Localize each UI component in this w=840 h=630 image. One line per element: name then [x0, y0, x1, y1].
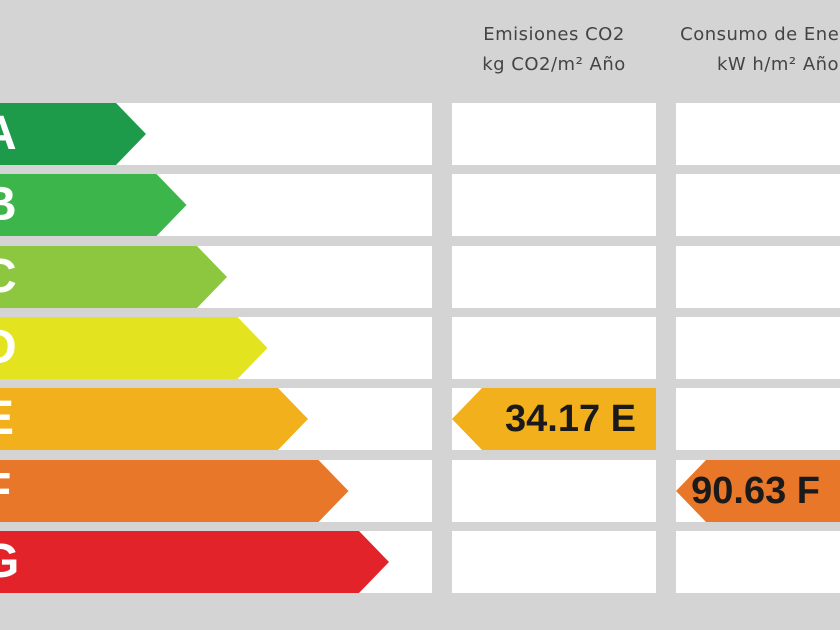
consumption-cell	[676, 317, 840, 379]
consumption-rating-arrow-value: 90.63 F	[691, 470, 820, 512]
emissions-rating-arrow-value: 34.17 E	[505, 398, 636, 440]
energy-class-band-b: B	[0, 174, 187, 236]
emissions-cell	[452, 531, 656, 593]
consumption-cell	[676, 246, 840, 308]
emissions-cell	[452, 174, 656, 236]
emissions-header-title: Emisiones CO2	[483, 24, 625, 45]
emissions-cell	[452, 317, 656, 379]
energy-class-band-e: E	[0, 388, 308, 450]
energy-class-band-c: C	[0, 246, 227, 308]
emissions-cell	[452, 460, 656, 522]
emissions-rating-arrow: 34.17 E	[452, 388, 656, 450]
energy-class-letter: D	[0, 321, 17, 374]
energy-class-letter: E	[0, 392, 14, 445]
energy-class-band-f: F	[0, 460, 349, 522]
energy-class-letter: C	[0, 250, 17, 303]
consumption-header-unit: kW h/m² Año	[716, 54, 840, 75]
consumption-rating-arrow: 90.63 F	[676, 460, 840, 522]
consumption-cell	[676, 174, 840, 236]
energy-class-band-g: G	[0, 531, 389, 593]
consumption-header-title: Consumo de Energía	[680, 24, 840, 45]
consumption-cell	[676, 531, 840, 593]
energy-class-band-a: A	[0, 103, 146, 165]
consumption-header: Consumo de Energía kW h/m² Año	[668, 20, 840, 80]
emissions-header: Emisiones CO2 kg CO2/m² Año	[452, 20, 656, 80]
energy-class-letter: G	[0, 535, 20, 588]
energy-class-letter: F	[0, 464, 11, 517]
energy-class-letter: A	[0, 107, 17, 160]
consumption-cell	[676, 388, 840, 450]
consumption-cell	[676, 103, 840, 165]
emissions-header-unit: kg CO2/m² Año	[482, 54, 626, 75]
energy-class-letter: B	[0, 178, 17, 231]
emissions-cell	[452, 103, 656, 165]
emissions-cell	[452, 246, 656, 308]
energy-class-band-d: D	[0, 317, 268, 379]
